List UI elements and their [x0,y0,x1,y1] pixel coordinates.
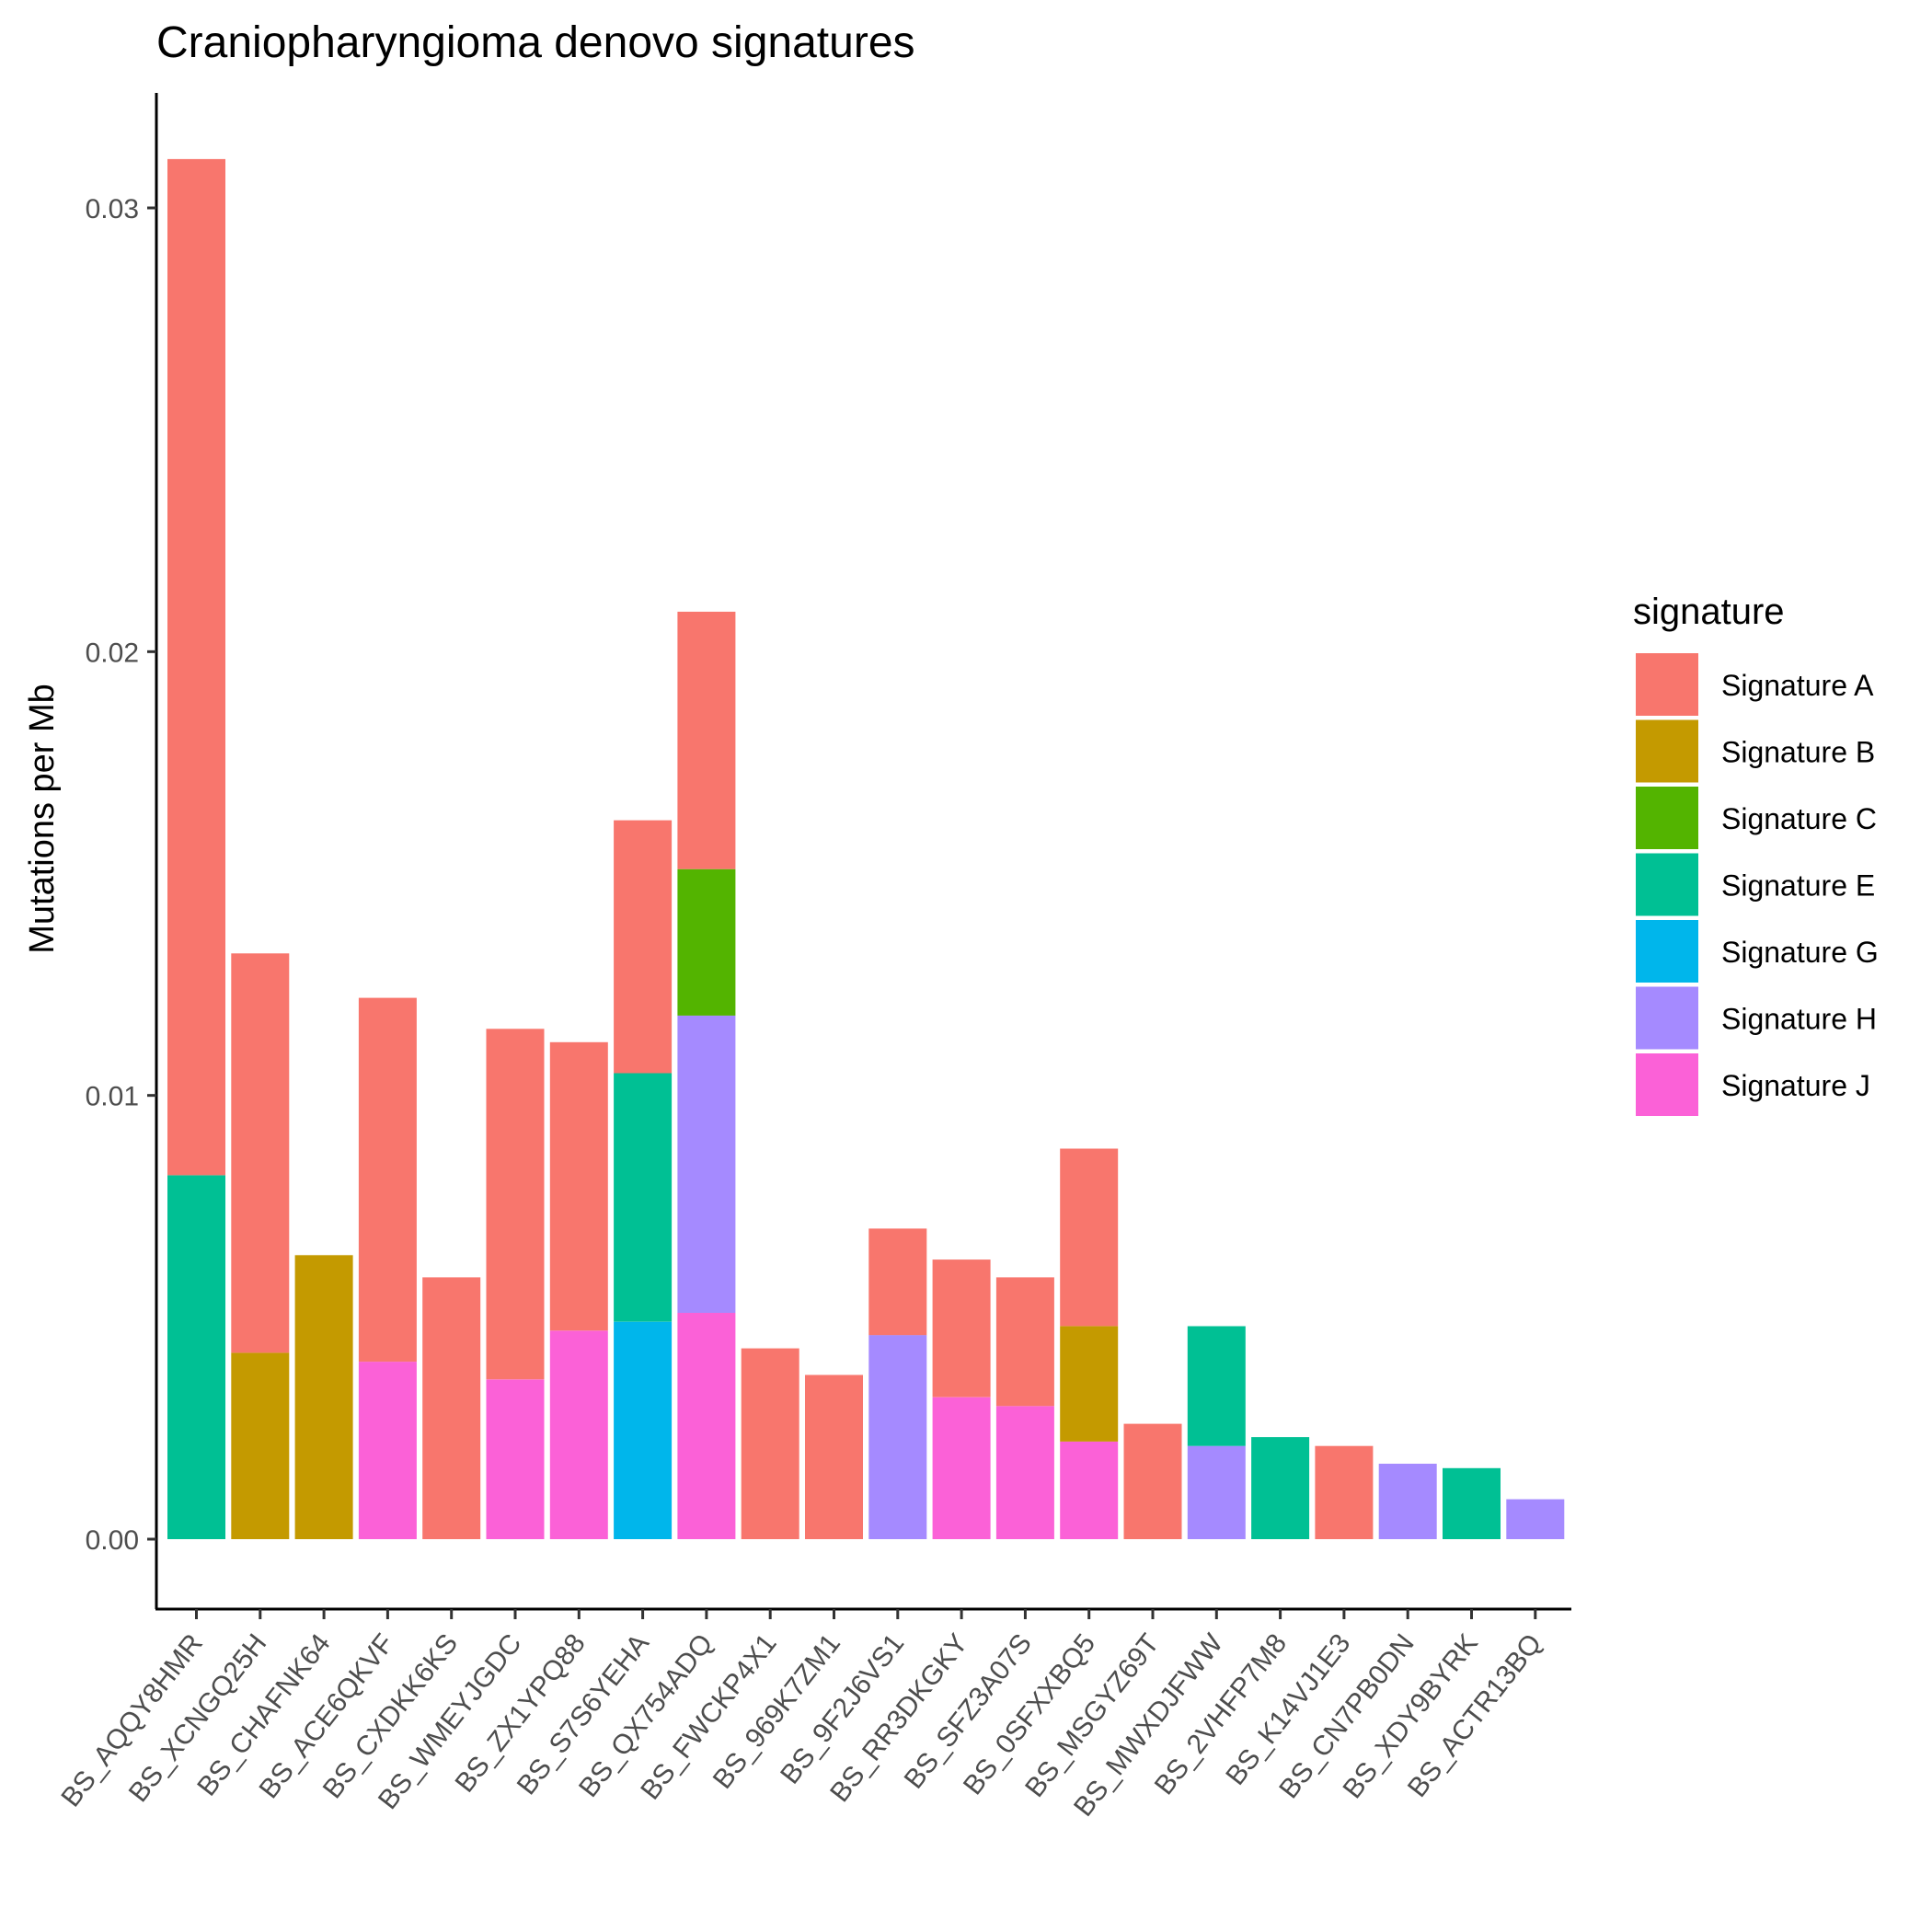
bar-segment [677,1015,736,1313]
legend-label: Signature E [1721,869,1875,903]
bar-segment [1443,1467,1501,1539]
axes-layer [155,93,1571,1611]
bar-segment [677,868,736,1016]
bar-segment [677,1313,736,1539]
bar-segment [422,1277,481,1539]
bar-segment [1506,1499,1565,1539]
y-tick-label: 0.02 [86,638,139,668]
bar-segment [231,953,290,1353]
legend-key [1636,920,1698,983]
bar-segment [1187,1445,1246,1539]
bar-segment [741,1348,799,1539]
legend-label: Signature J [1721,1069,1870,1102]
bar-segment [805,1374,863,1539]
bar-segment [1251,1437,1310,1539]
legend-key [1636,653,1698,716]
bar-segment [868,1228,927,1336]
bar-segment [995,1406,1054,1539]
legend-title: signature [1633,592,1785,632]
bar-segment [1060,1326,1119,1442]
bar-segment [294,1255,353,1539]
bar-segment [1315,1445,1374,1539]
y-ticks: 0.00 0.01 0.02 0.03 [86,194,156,1556]
bar-segment [549,1041,608,1331]
bar-segment [614,820,673,1074]
bar-segment [995,1277,1054,1407]
bar-segment [549,1330,608,1539]
legend-label: Signature G [1721,936,1879,969]
legend-label: Signature H [1721,1003,1877,1036]
bar-segment [868,1335,927,1539]
bar-segment [1378,1464,1437,1539]
bar-segment [231,1352,290,1539]
legend-key [1636,719,1698,783]
bar-segment [167,158,225,1176]
bar-segment [358,1362,417,1539]
bar-segment [1187,1326,1246,1446]
y-tick-label: 0.01 [86,1082,139,1112]
bar-segment [932,1397,991,1539]
bar-segment [358,997,417,1363]
bar-segment [614,1073,673,1322]
bar-segment [1060,1441,1119,1539]
bar-segment [1060,1148,1119,1327]
legend-key [1636,787,1698,849]
bar-segment [932,1259,991,1397]
x-ticks: BS_AQQY8HMRBS_XCNGQ25HBS_CHAFNK64BS_ACE6… [55,1609,1547,1823]
legend-key [1636,986,1698,1050]
bar-segment [677,611,736,869]
bar-segment [486,1029,545,1380]
legend-label: Signature C [1721,802,1877,835]
legend: signature Signature A Signature B Signatur… [1633,592,1879,1116]
legend-label: Signature A [1721,669,1874,702]
y-tick-label: 0.03 [86,194,139,224]
bar-segment [486,1379,545,1539]
bars-layer [167,158,1565,1539]
bar-segment [1123,1423,1182,1539]
legend-key [1636,853,1698,916]
chart-title: Craniopharyngioma denovo signatures [156,18,915,67]
bar-segment [614,1321,673,1539]
bar-segment [167,1175,225,1539]
legend-label: Signature B [1721,736,1875,769]
y-tick-label: 0.00 [86,1525,139,1556]
y-axis-title: Mutations per Mb [23,684,62,954]
legend-key [1636,1053,1698,1116]
